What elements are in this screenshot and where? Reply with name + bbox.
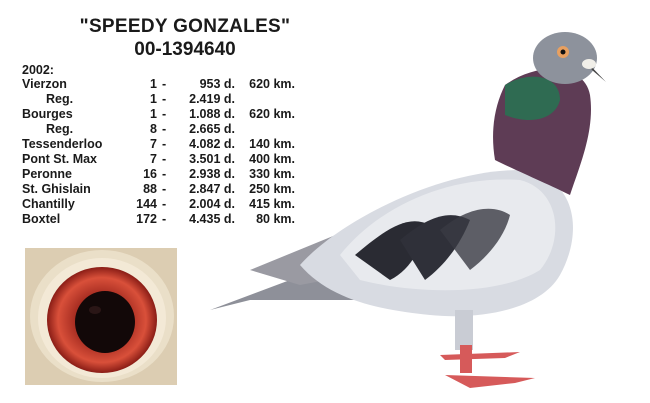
- separator: -: [162, 182, 167, 196]
- race-position: 88: [143, 182, 157, 196]
- race-name: Bourges: [22, 107, 73, 121]
- race-name: St. Ghislain: [22, 182, 91, 196]
- race-position: 7: [150, 152, 157, 166]
- birds-count: 2.004 d.: [189, 197, 235, 211]
- birds-count: 2.938 d.: [189, 167, 235, 181]
- race-name: Peronne: [22, 167, 73, 181]
- race-position: 7: [150, 137, 157, 151]
- race-name: Boxtel: [22, 212, 61, 226]
- results-year: 2002:: [22, 63, 54, 77]
- birds-count: 2.419 d.: [189, 92, 235, 106]
- race-name: Vierzon: [22, 77, 67, 91]
- birds-count: 3.501 d.: [189, 152, 235, 166]
- separator: -: [162, 167, 167, 181]
- pigeon-name: "SPEEDY GONZALES": [79, 16, 291, 37]
- race-position: 172: [136, 212, 157, 226]
- separator: -: [162, 122, 167, 136]
- race-name: Reg.: [46, 122, 74, 136]
- separator: -: [162, 152, 167, 166]
- race-distance: 140 km.: [249, 137, 295, 151]
- race-distance: 330 km.: [249, 167, 295, 181]
- race-distance: 620 km.: [249, 77, 295, 91]
- race-position: 16: [143, 167, 157, 181]
- race-name: Pont St. Max: [22, 152, 98, 166]
- birds-count: 4.082 d.: [189, 137, 235, 151]
- birds-count: 4.435 d.: [189, 212, 235, 226]
- pigeon-photo: [200, 25, 620, 400]
- separator: -: [162, 137, 167, 151]
- race-distance: 400 km.: [249, 152, 295, 166]
- separator: -: [162, 92, 167, 106]
- race-distance: 250 km.: [249, 182, 295, 196]
- birds-count: 2.847 d.: [189, 182, 235, 196]
- ring-number: 00-1394640: [134, 39, 236, 60]
- race-name: Reg.: [46, 92, 74, 106]
- race-position: 1: [150, 107, 157, 121]
- race-distance: 80 km.: [256, 212, 295, 226]
- race-position: 144: [136, 197, 157, 211]
- race-position: 8: [150, 122, 157, 136]
- race-position: 1: [150, 77, 157, 91]
- birds-count: 1.088 d.: [189, 107, 235, 121]
- separator: -: [162, 197, 167, 211]
- separator: -: [162, 77, 167, 91]
- birds-count: 2.665 d.: [189, 122, 235, 136]
- separator: -: [162, 212, 167, 226]
- race-distance: 620 km.: [249, 107, 295, 121]
- race-name: Chantilly: [22, 197, 75, 211]
- race-distance: 415 km.: [249, 197, 295, 211]
- race-position: 1: [150, 92, 157, 106]
- eye-closeup-photo: [25, 248, 177, 385]
- race-name: Tessenderloo: [22, 137, 103, 151]
- separator: -: [162, 107, 167, 121]
- birds-count: 953 d.: [199, 77, 235, 91]
